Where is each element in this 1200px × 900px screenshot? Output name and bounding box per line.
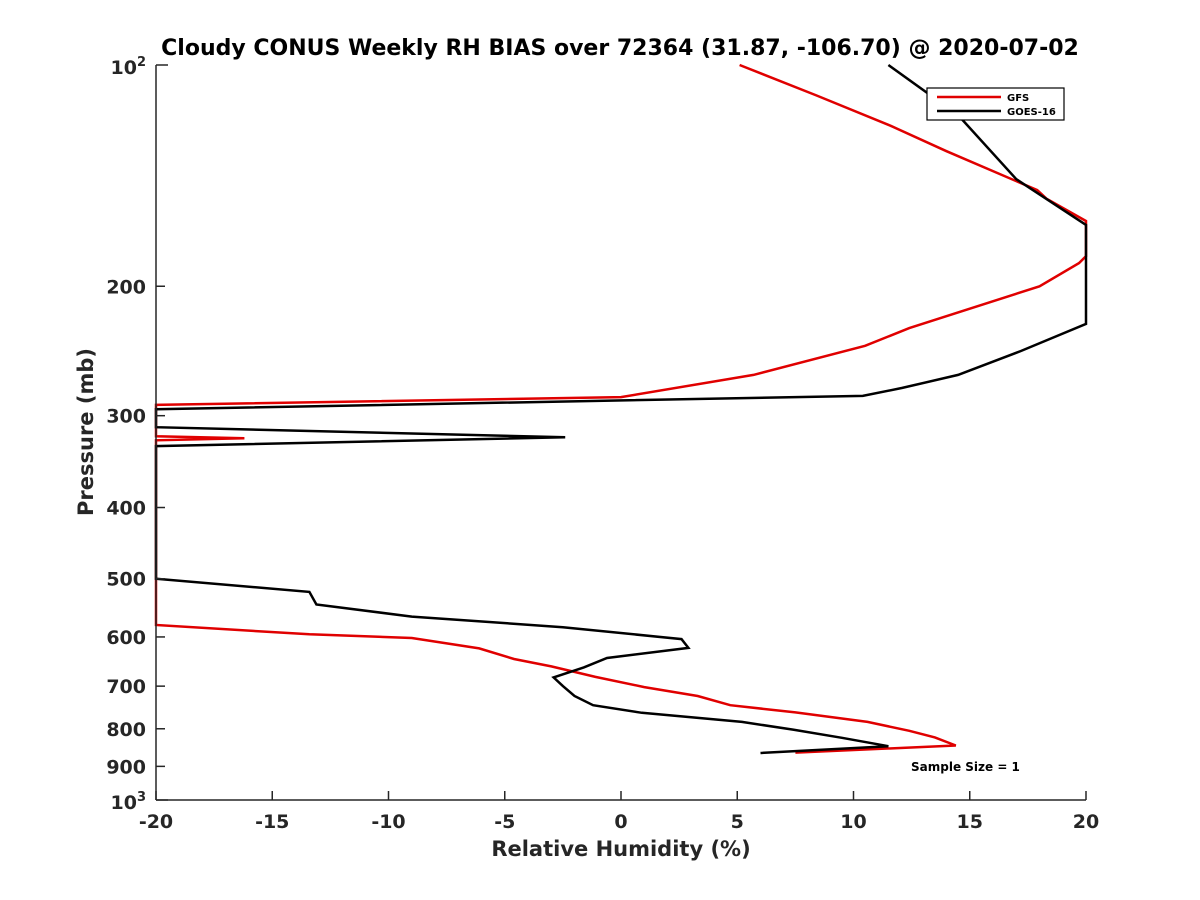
- y-decade-tick-label: 103: [111, 790, 147, 814]
- x-tick-label: -15: [255, 811, 289, 833]
- x-tick-label: 0: [614, 811, 627, 833]
- plot-lines: [154, 63, 1088, 755]
- y-tick-label: 500: [106, 569, 146, 591]
- y-tick-label: 700: [106, 676, 146, 698]
- legend-label-gfs: GFS: [1007, 93, 1029, 104]
- series-line-goes-16: [154, 63, 1088, 755]
- y-ticks: 200 300 400 500 600 700 800 900 102 103: [106, 55, 168, 814]
- y-tick-label: 800: [106, 719, 146, 741]
- y-tick-label: 600: [106, 627, 146, 649]
- legend: GFS GOES-16: [926, 87, 1065, 121]
- x-axis-label: Relative Humidity (%): [491, 837, 750, 861]
- y-tick-label: 300: [106, 406, 146, 428]
- x-ticks: -20 -15 -10 -5 0 5 10 15 20: [139, 791, 1099, 833]
- y-tick-label: 200: [106, 276, 146, 298]
- x-tick-label: -10: [371, 811, 405, 833]
- x-tick-label: 5: [731, 811, 744, 833]
- y-axis-label: Pressure (mb): [74, 348, 98, 516]
- x-tick-label: -5: [494, 811, 515, 833]
- legend-box: [926, 87, 1065, 121]
- chart-title: Cloudy CONUS Weekly RH BIAS over 72364 (…: [161, 36, 1079, 61]
- legend-label-goes16: GOES-16: [1007, 107, 1056, 118]
- x-tick-label: 20: [1073, 811, 1099, 833]
- y-tick-label: 400: [106, 498, 146, 520]
- x-tick-label: 15: [957, 811, 983, 833]
- series-line-gfs: [154, 63, 1088, 754]
- sample-size-annotation: Sample Size = 1: [911, 760, 1020, 774]
- axes: [155, 65, 1086, 801]
- y-decade-tick-label: 102: [111, 55, 147, 79]
- x-tick-label: 10: [840, 811, 866, 833]
- x-tick-label: -20: [139, 811, 173, 833]
- y-tick-label: 900: [106, 756, 146, 778]
